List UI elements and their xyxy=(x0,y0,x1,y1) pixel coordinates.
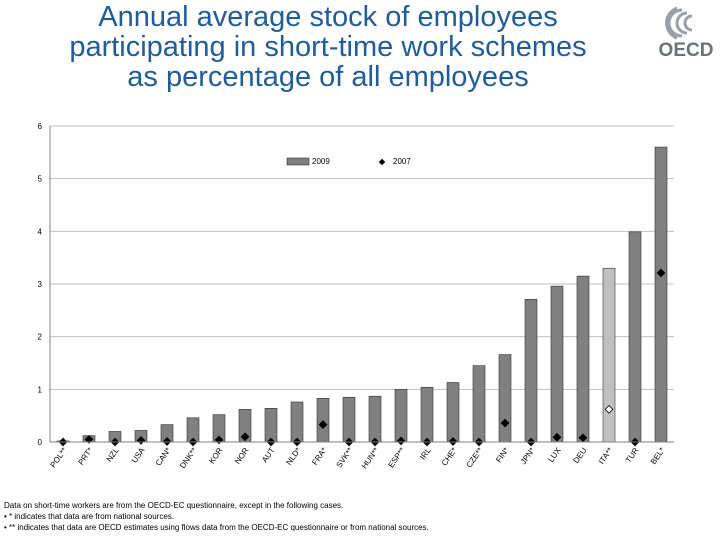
x-tick-label: ITA** xyxy=(597,446,615,466)
oecd-logo: OECD xyxy=(655,4,717,68)
legend-label-2009: 2009 xyxy=(312,157,330,166)
x-tick-label: CAN* xyxy=(154,446,173,468)
legend-label-2007: 2007 xyxy=(393,157,411,166)
legend: 2009 2007 xyxy=(286,157,411,166)
bar-IRL xyxy=(420,386,434,443)
footnote-1: Data on short-time workers are from the … xyxy=(4,501,344,510)
marker-ESP xyxy=(396,436,406,446)
bars-layer xyxy=(56,146,668,443)
title-line-3: as percentage of all employees xyxy=(127,61,529,93)
x-tick-label: FRA* xyxy=(310,446,328,467)
chart-title: Annual average stock of employees partic… xyxy=(0,2,656,92)
x-tick-label: JPN* xyxy=(519,446,537,466)
x-tick-label: CHE* xyxy=(440,446,459,468)
y-tick-label: 4 xyxy=(38,227,43,236)
oecd-logo-arcs-icon xyxy=(665,6,693,40)
x-tick-label: NOR xyxy=(233,446,251,466)
bar-SVK xyxy=(342,396,356,443)
bar-FIN xyxy=(498,354,512,443)
marker-BEL xyxy=(656,268,666,278)
legend-swatch-2007 xyxy=(378,158,386,166)
footnotes: Data on short-time workers are from the … xyxy=(4,500,714,533)
bar-HUN xyxy=(368,395,382,443)
y-tick-label: 2 xyxy=(38,333,43,342)
marker-CHE xyxy=(448,437,458,446)
marker-FIN xyxy=(500,418,510,428)
markers-layer xyxy=(58,268,666,447)
x-tick-label: POL** xyxy=(49,446,69,469)
bar-AUT xyxy=(264,407,278,443)
marker-FRA xyxy=(318,420,328,429)
bar-CHE xyxy=(446,382,460,443)
marker-ITA xyxy=(604,404,614,414)
x-tick-label: ESP** xyxy=(387,446,407,469)
x-tick-label: DNK** xyxy=(178,446,199,470)
bar-NLD xyxy=(290,401,304,443)
bar-BEL xyxy=(654,146,668,443)
y-tick-label: 1 xyxy=(38,385,43,394)
bar-DEU xyxy=(576,275,590,443)
x-tick-label: AUT xyxy=(260,446,277,464)
x-tick-label: DEU xyxy=(572,446,589,465)
x-tick-label: NLD* xyxy=(284,446,302,467)
x-tick-label: LUX xyxy=(546,445,563,463)
marker-PRT xyxy=(84,435,94,444)
bar-ESP xyxy=(394,389,408,443)
y-tick-label: 3 xyxy=(38,280,43,289)
legend-swatch-2009 xyxy=(286,157,310,166)
y-tick-label: 0 xyxy=(38,438,43,447)
bar-FRA xyxy=(316,397,330,443)
x-tick-label: PRT* xyxy=(76,446,94,467)
oecd-logo-text: OECD xyxy=(658,40,714,61)
y-tick-label: 6 xyxy=(38,122,43,131)
x-tick-label: FIN* xyxy=(494,446,511,464)
x-tick-label: NZL xyxy=(105,446,121,464)
bar-ITA xyxy=(602,267,616,443)
x-tick-label: CZE** xyxy=(465,446,485,469)
x-tick-label: USA xyxy=(130,445,147,464)
x-tick-label: TUR xyxy=(624,446,641,465)
x-tick-label: SVK** xyxy=(335,446,355,469)
y-tick-label: 5 xyxy=(38,175,43,184)
title-line-1: Annual average stock of employees xyxy=(98,1,558,33)
x-tick-label: KOR xyxy=(207,446,224,466)
marker-NOR xyxy=(240,432,250,442)
bar-LUX xyxy=(550,285,564,443)
marker-CAN xyxy=(162,437,172,446)
bar-TUR xyxy=(628,231,642,443)
title-line-2: participating in short-time work schemes xyxy=(69,31,587,63)
grid-layer xyxy=(50,125,674,443)
x-tick-label: BEL* xyxy=(649,446,667,466)
x-tick-label: IRL xyxy=(418,446,433,462)
bar-chart: 0 1 2 3 4 5 6 POL** PRT* NZL USA CAN* DNK** KOR NOR AUT… xyxy=(38,122,674,470)
x-tick-label: HUN** xyxy=(360,446,381,470)
bar-JPN xyxy=(524,298,538,443)
marker-LUX xyxy=(552,432,562,442)
footnote-3: • ** indicates that data are OECD estima… xyxy=(4,523,429,532)
footnote-2: • * indicates that data are from nationa… xyxy=(4,512,175,521)
bar-CZE xyxy=(472,365,486,443)
